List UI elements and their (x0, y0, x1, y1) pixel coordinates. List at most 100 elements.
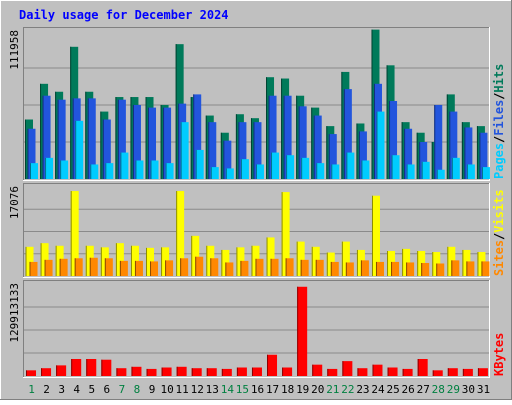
bar-pages-day-25 (391, 155, 400, 179)
legend-files: Files (492, 100, 506, 136)
bar-kbytes-day-3 (56, 365, 67, 376)
x-tick-day-17: 17 (266, 383, 279, 396)
bar-kbytes-day-30 (462, 368, 473, 376)
x-tick-day-26: 26 (402, 383, 415, 396)
bar-pages-day-6 (105, 163, 114, 179)
x-tick-day-31: 31 (477, 383, 490, 396)
bar-sites-day-30 (466, 261, 475, 276)
x-tick-day-14: 14 (221, 383, 235, 396)
bar-visits-day-12 (191, 235, 200, 276)
bar-pages-day-21 (331, 164, 340, 179)
bar-kbytes-day-27 (417, 359, 428, 376)
bar-sites-day-9 (150, 261, 159, 276)
legend-pages: Pages (492, 143, 506, 179)
bar-kbytes-day-24 (372, 364, 383, 376)
bar-visits-day-19 (296, 241, 305, 276)
bar-pages-day-11 (180, 122, 189, 179)
bar-pages-day-9 (150, 160, 159, 179)
bar-sites-day-13 (210, 258, 219, 276)
bar-files-day-8 (132, 104, 141, 179)
y-max-label-panel-3: 129913133 (8, 283, 21, 343)
bar-kbytes-day-18 (282, 367, 293, 376)
bar-pages-day-27 (421, 161, 430, 179)
x-tick-day-30: 30 (462, 383, 475, 396)
bar-files-day-9 (148, 107, 157, 179)
bar-files-day-7 (117, 99, 126, 179)
bar-kbytes-day-28 (432, 370, 443, 376)
legend-hits: Hits (492, 64, 506, 93)
x-tick-day-11: 11 (176, 383, 189, 396)
bar-files-day-19 (298, 106, 307, 179)
bar-kbytes-day-31 (477, 368, 488, 376)
bar-kbytes-day-7 (116, 368, 127, 376)
bar-files-day-20 (313, 115, 322, 179)
bar-kbytes-day-6 (101, 359, 112, 376)
x-tick-day-20: 20 (311, 383, 324, 396)
bar-files-day-5 (87, 98, 96, 179)
bar-kbytes-day-29 (447, 368, 458, 376)
bar-kbytes-day-2 (41, 368, 52, 376)
bar-visits-day-24 (371, 195, 380, 276)
bar-sites-day-21 (330, 261, 339, 276)
x-tick-day-13: 13 (206, 383, 219, 396)
bar-pages-day-17 (271, 152, 280, 179)
bar-sites-day-23 (360, 260, 369, 276)
bar-files-day-6 (102, 119, 111, 179)
bar-files-day-2 (42, 95, 51, 179)
bar-files-day-18 (283, 95, 292, 179)
bar-visits-day-2 (40, 243, 49, 276)
bar-files-day-10 (163, 107, 172, 179)
bar-sites-day-14 (225, 262, 234, 276)
bar-pages-day-22 (346, 152, 355, 179)
bar-visits-day-4 (70, 191, 79, 276)
x-tick-day-23: 23 (356, 383, 369, 396)
bar-kbytes-day-26 (402, 368, 413, 376)
x-tick-day-27: 27 (417, 383, 430, 396)
bar-visits-day-17 (266, 237, 275, 276)
x-tick-day-7: 7 (119, 383, 126, 396)
bar-sites-day-17 (270, 258, 279, 276)
bar-pages-day-26 (406, 164, 415, 179)
x-tick-day-1: 1 (28, 383, 35, 396)
bar-sites-day-2 (44, 259, 53, 276)
bar-pages-day-2 (45, 157, 54, 179)
panel-2: 17076 Sites/Visits (8, 183, 506, 278)
bar-files-day-28 (434, 104, 443, 179)
x-tick-day-28: 28 (432, 383, 445, 396)
bar-kbytes-day-5 (86, 359, 97, 376)
bar-pages-day-16 (255, 164, 264, 179)
bar-sites-day-12 (195, 256, 204, 276)
bar-pages-day-20 (316, 163, 325, 179)
bar-files-day-14 (223, 140, 232, 179)
bar-sites-day-1 (29, 261, 38, 276)
bar-pages-day-23 (361, 160, 370, 179)
bar-files-day-21 (328, 134, 337, 179)
bar-sites-day-7 (119, 260, 128, 276)
bar-pages-day-12 (195, 149, 204, 179)
bar-kbytes-day-16 (251, 367, 262, 376)
x-tick-day-29: 29 (447, 383, 460, 396)
bar-kbytes-day-10 (161, 367, 172, 376)
x-tick-day-24: 24 (371, 383, 385, 396)
bar-sites-day-3 (59, 258, 68, 276)
bar-kbytes-day-8 (131, 366, 142, 376)
legend-separator: / (492, 233, 506, 240)
x-tick-day-8: 8 (134, 383, 141, 396)
bar-files-day-29 (449, 111, 458, 179)
bar-files-day-26 (404, 128, 413, 179)
bar-sites-day-19 (300, 259, 309, 276)
y-max-label-panel-2: 17076 (8, 186, 21, 219)
bar-kbytes-day-14 (221, 368, 232, 376)
bar-kbytes-day-9 (146, 368, 157, 376)
legend-sites: Sites (492, 240, 506, 276)
bar-files-day-16 (253, 122, 262, 179)
bar-sites-day-24 (375, 261, 384, 276)
bar-pages-day-3 (60, 160, 69, 179)
bar-sites-day-6 (104, 258, 113, 276)
x-tick-day-5: 5 (88, 383, 95, 396)
bar-sites-day-5 (89, 257, 98, 276)
bar-sites-day-29 (451, 260, 460, 276)
